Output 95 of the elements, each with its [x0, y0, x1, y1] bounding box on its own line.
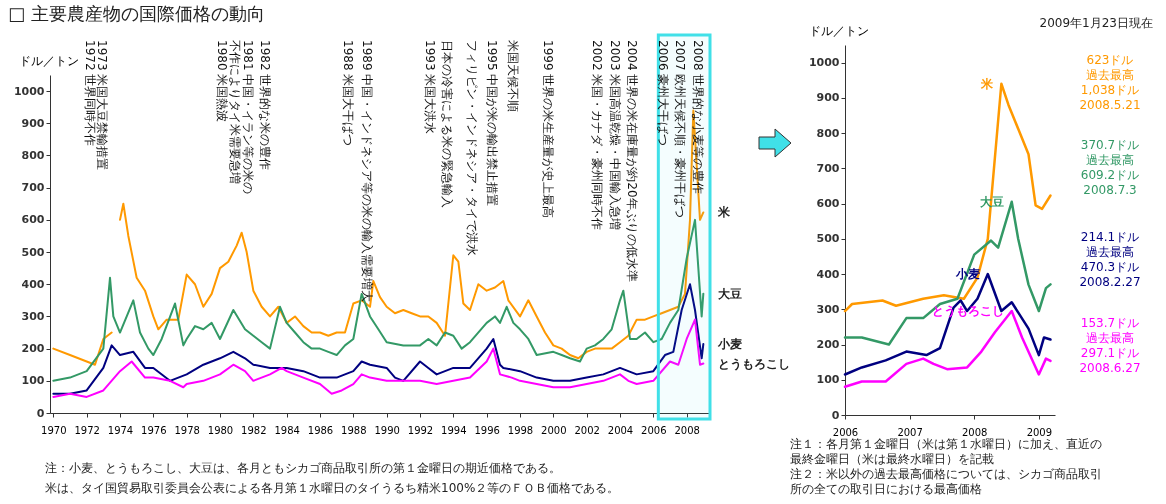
text: 470.3ドル: [1080, 260, 1140, 274]
x-tick-label: 1988: [341, 424, 367, 436]
y-tick-label: 100: [21, 374, 45, 388]
x-tick-label: 1986: [307, 424, 334, 436]
x-tick-label: 1996: [474, 424, 500, 436]
annotation: 1988 米国大干ばつ: [341, 40, 356, 147]
x-tick-label: 1978: [174, 424, 200, 436]
annotation: 1980 米国熱波: [214, 40, 229, 123]
x-tick-label: 1972: [74, 424, 100, 436]
text: 2009年1月23日現在: [1039, 16, 1153, 30]
x-tick-label: 2007: [897, 426, 923, 438]
annotation: フィリピン・インドネシア・タイで洪水: [464, 40, 479, 256]
line-series: [52, 318, 705, 398]
text: 過去最高: [1086, 245, 1134, 259]
y-tick-label: 700: [816, 161, 840, 175]
x-tick-label: 2006: [641, 424, 667, 436]
annotation: 1999 世界の米生産量が史上最高: [541, 40, 556, 219]
text: 2008.6.27: [1079, 361, 1141, 375]
x-tick-label: 1982: [241, 424, 267, 436]
text: 2008.7.3: [1083, 183, 1137, 197]
y-tick-label: 200: [816, 338, 840, 352]
text: 米は、タイ国貿易取引委員会公表による各月第１水曜日のタイうるち精米100%２等のＦＯＢ価格である。: [45, 481, 620, 495]
series-label: 米: [717, 205, 731, 220]
x-tick-label: 1970: [41, 424, 67, 436]
x-tick-label: 1976: [141, 424, 167, 436]
annotation: 日本の冷害による米の緊急輸入: [439, 40, 454, 208]
y-tick-label: 300: [21, 309, 45, 323]
y-tick-label: 700: [21, 181, 45, 195]
x-tick-label: 2008: [962, 426, 988, 438]
y-axis-title: ドル／トン: [808, 23, 869, 38]
text: 注１：各月第１金曜日（米は第１水曜日）に加え、直近の最終金曜日（米は最終水曜日）を記載: [790, 437, 1102, 466]
y-tick-label: 1000: [808, 56, 840, 70]
text: 注２：米以外の過去最高価格については、シカゴ商品取引所の全ての取引日における最高価格: [790, 467, 1102, 496]
y-tick-label: 400: [816, 267, 840, 281]
annotation: 1993 米国大洪水: [423, 40, 437, 135]
annotation: 1981 中国・イラン等の米の: [241, 40, 256, 195]
series-label: 大豆: [718, 286, 742, 301]
x-tick-label: 2000: [541, 424, 567, 436]
text: 過去最高: [1086, 331, 1134, 345]
y-tick-label: 0: [831, 408, 840, 422]
text: 2008.2.27: [1079, 275, 1141, 289]
annotation: 2008 世界的な小麦等の豊作: [691, 40, 706, 195]
text: 297.1ドル: [1080, 346, 1140, 360]
annotation: 米国天候不順: [506, 40, 521, 112]
annotation: 2002 米国・カナダ・豪州同時不作: [589, 40, 604, 231]
text: 623ドル: [1086, 53, 1134, 67]
series-label: 米: [980, 76, 995, 91]
text: 2008.5.21: [1079, 98, 1141, 112]
annotation: 1982 世界的な米の豊作: [258, 40, 272, 171]
annotation: 2007 欧州天候不順・豪州干ばつ: [673, 40, 687, 219]
y-tick-label: 500: [21, 245, 45, 259]
x-tick-label: 2009: [1026, 426, 1053, 438]
y-tick-label: 200: [21, 342, 45, 356]
y-tick-label: 900: [816, 91, 840, 105]
chart-title: □ 主要農産物の国際価格の動向: [8, 3, 265, 24]
x-tick-label: 1980: [207, 424, 234, 436]
x-tick-label: 2002: [574, 424, 600, 436]
x-tick-label: 2006: [832, 426, 859, 438]
text: 過去最高: [1086, 68, 1134, 82]
y-tick-label: 600: [816, 197, 840, 211]
y-tick-label: 100: [816, 373, 840, 387]
y-tick-label: 400: [21, 277, 45, 291]
y-tick-label: 1000: [13, 84, 45, 98]
y-tick-label: 800: [816, 126, 840, 140]
x-tick-label: 1974: [107, 424, 134, 436]
y-tick-label: 600: [21, 213, 45, 227]
x-tick-label: 1998: [507, 424, 534, 436]
x-tick-label: 2004: [607, 424, 634, 436]
text: 609.2ドル: [1080, 168, 1140, 182]
y-tick-label: 900: [21, 116, 45, 130]
x-tick-label: 2008: [674, 424, 700, 436]
annotation: 2006 豪州大干ばつ: [656, 40, 671, 147]
x-tick-label: 1994: [441, 424, 467, 436]
text: 注：小麦、とうもろこし、大豆は、各月ともシカゴ商品取引所の第１金曜日の期近価格である。: [45, 461, 561, 475]
text: 過去最高: [1086, 153, 1134, 167]
series-label: 小麦: [717, 337, 742, 352]
y-tick-label: 500: [816, 232, 840, 246]
series-label: とうもろこし: [718, 356, 790, 371]
annotation: 1989 中国・インドネシア等の米の輸入需要増大: [359, 40, 374, 303]
text: 370.7ドル: [1080, 138, 1140, 152]
y-tick-label: 800: [21, 148, 45, 162]
text: 153.7ドル: [1080, 316, 1140, 330]
annotation: 不作によりタイ米需要急増: [228, 40, 242, 184]
annotation: 1972 世界同時不作: [83, 40, 97, 147]
annotation: 2003 米国高温乾燥・中国輸入急増: [608, 40, 622, 231]
x-tick-label: 1984: [274, 424, 300, 436]
x-tick-label: 1990: [374, 424, 400, 436]
y-tick-label: 0: [36, 406, 45, 420]
annotation: 1995 中国が米の輸出禁止措置: [484, 40, 499, 207]
text: 214.1ドル: [1080, 230, 1140, 244]
y-axis-title: ドル／トン: [18, 53, 79, 68]
annotation: 2004 世界の米在庫量が約20年ぶりの低水準: [624, 40, 639, 282]
x-tick-label: 1992: [407, 424, 434, 436]
text: 1,038ドル: [1080, 83, 1140, 97]
y-tick-label: 300: [816, 302, 840, 316]
